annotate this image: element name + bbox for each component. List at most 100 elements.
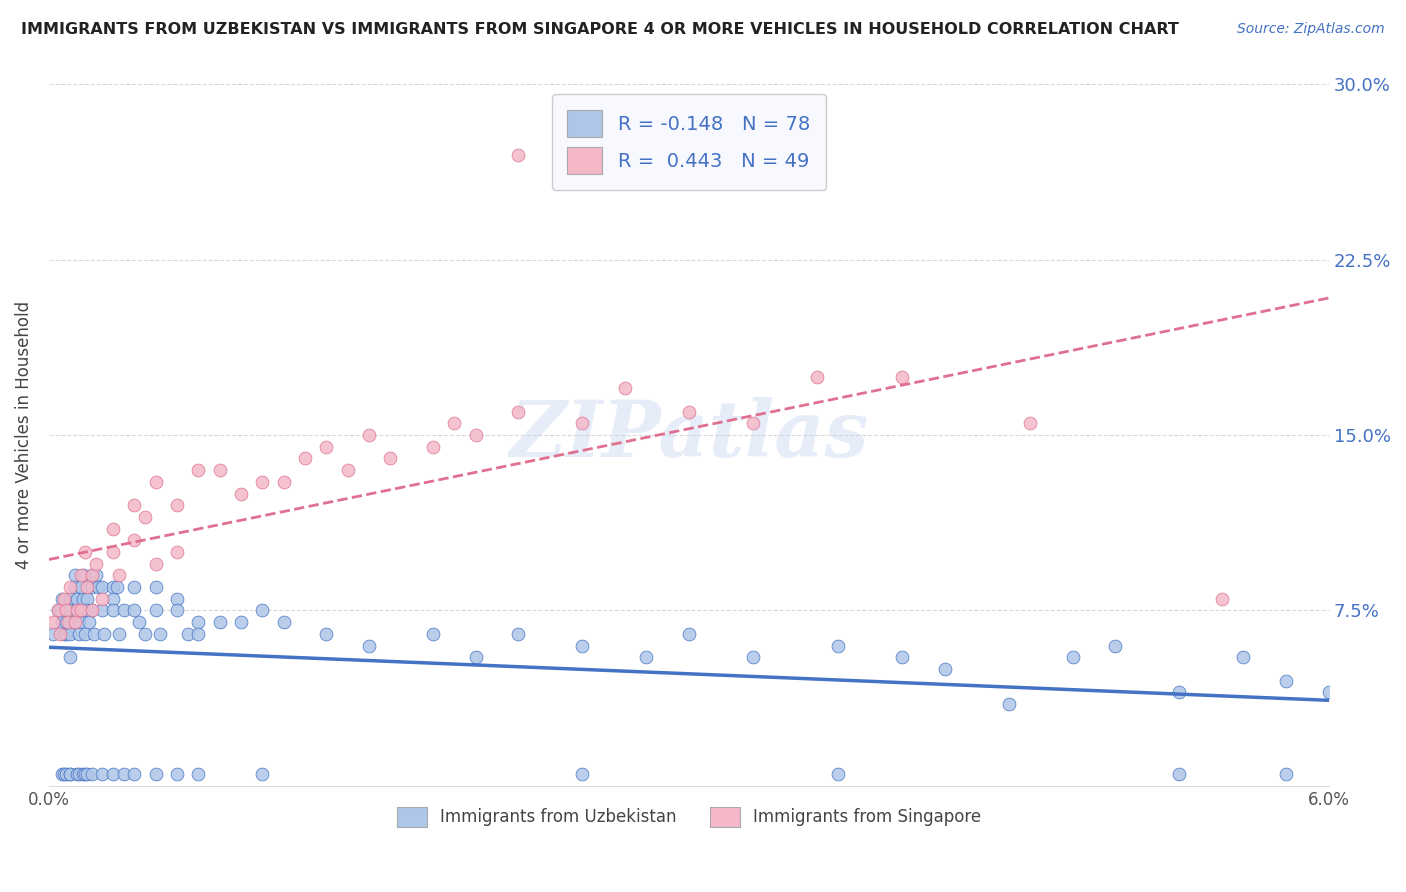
Point (80, 603, 103, 617)
Point (315, 627, 337, 641)
Point (678, 627, 700, 641)
Point (101, 580, 124, 594)
Point (80, 568, 103, 582)
Point (464, 428, 486, 442)
Point (571, 417, 593, 431)
Point (101, 522, 124, 536)
Point (83, 627, 105, 641)
Point (91, 603, 114, 617)
Point (934, 662, 956, 676)
Point (75, 545, 97, 559)
Point (42, 615, 65, 629)
Point (51, 615, 73, 629)
Point (145, 603, 167, 617)
Point (70, 603, 93, 617)
Point (48, 627, 70, 641)
Point (91, 580, 114, 594)
Point (166, 603, 188, 617)
Point (176, 627, 198, 641)
Point (108, 627, 131, 641)
Point (46, 603, 69, 617)
Point (84, 557, 107, 571)
Point (56, 603, 79, 617)
Point (93, 627, 115, 641)
Point (741, 417, 763, 431)
Point (75, 627, 97, 641)
Point (67, 627, 90, 641)
Point (76, 591, 98, 606)
Point (1104, 639, 1126, 653)
Y-axis label: 4 or more Vehicles in Household: 4 or more Vehicles in Household (15, 301, 32, 569)
Point (208, 463, 231, 477)
Point (187, 463, 209, 477)
Point (67, 767, 90, 781)
Point (63, 568, 86, 582)
Point (76, 767, 98, 781)
Point (55, 627, 77, 641)
Point (166, 767, 188, 781)
Point (315, 440, 337, 454)
Point (101, 591, 124, 606)
Point (55, 615, 77, 629)
Point (145, 475, 167, 489)
Point (42, 627, 65, 641)
Point (187, 627, 209, 641)
Point (571, 639, 593, 653)
Point (70, 568, 93, 582)
Point (827, 639, 849, 653)
Point (380, 451, 402, 466)
Point (59, 767, 82, 781)
Point (1168, 767, 1191, 781)
Point (101, 767, 124, 781)
Point (124, 603, 146, 617)
Point (66, 767, 89, 781)
Point (357, 639, 380, 653)
Point (112, 767, 135, 781)
Point (101, 545, 124, 559)
Point (273, 615, 295, 629)
Point (636, 650, 658, 665)
Point (105, 580, 128, 594)
Point (80, 568, 103, 582)
Point (357, 428, 380, 442)
Point (294, 451, 316, 466)
Point (208, 615, 231, 629)
Legend: Immigrants from Uzbekistan, Immigrants from Singapore: Immigrants from Uzbekistan, Immigrants f… (389, 800, 988, 833)
Point (70, 603, 93, 617)
Point (134, 510, 156, 524)
Point (145, 767, 167, 781)
Point (273, 475, 295, 489)
Point (80, 580, 103, 594)
Point (1019, 417, 1042, 431)
Point (66, 603, 89, 617)
Point (187, 615, 209, 629)
Point (87, 580, 110, 594)
Point (128, 615, 150, 629)
Point (124, 498, 146, 512)
Point (66, 591, 89, 606)
Point (1211, 591, 1233, 606)
Point (678, 405, 700, 419)
Point (508, 405, 530, 419)
Point (508, 627, 530, 641)
Point (59, 580, 82, 594)
Point (145, 580, 167, 594)
Point (59, 767, 82, 781)
Point (252, 475, 274, 489)
Point (166, 498, 188, 512)
Point (166, 545, 188, 559)
Text: IMMIGRANTS FROM UZBEKISTAN VS IMMIGRANTS FROM SINGAPORE 4 OR MORE VEHICLES IN HO: IMMIGRANTS FROM UZBEKISTAN VS IMMIGRANTS… (21, 22, 1180, 37)
Point (422, 627, 444, 641)
Point (464, 650, 486, 665)
Point (187, 767, 209, 781)
Point (63, 580, 86, 594)
Point (75, 603, 97, 617)
Point (1232, 650, 1254, 665)
Point (229, 486, 252, 500)
Point (59, 627, 82, 641)
Point (79, 615, 101, 629)
Point (84, 568, 107, 582)
Point (101, 603, 124, 617)
Point (56, 615, 79, 629)
Point (80, 767, 103, 781)
